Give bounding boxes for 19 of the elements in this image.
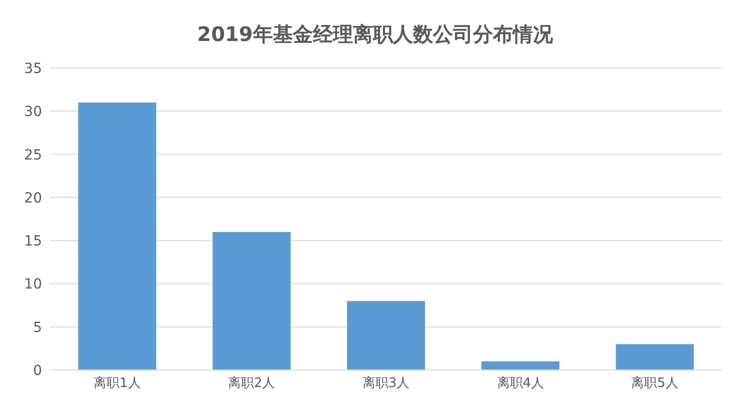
y-tick-label: 0 <box>33 362 42 379</box>
bar <box>347 300 426 370</box>
y-tick-label: 30 <box>24 104 42 120</box>
x-tick-label: 离职5人 <box>631 375 678 392</box>
bar <box>78 102 156 370</box>
x-tick-label: 离职1人 <box>94 375 141 392</box>
x-tick-label: 离职2人 <box>228 375 276 392</box>
y-tick-label: 25 <box>24 147 42 164</box>
y-tick-label: 20 <box>24 190 42 206</box>
y-tick-label: 10 <box>24 276 42 293</box>
x-tick-label: 离职4人 <box>496 375 544 392</box>
bar <box>212 232 291 370</box>
y-tick-label: 35 <box>24 60 42 77</box>
x-tick-label: 离职3人 <box>362 375 410 392</box>
bar <box>616 344 694 370</box>
y-tick-label: 15 <box>24 234 42 250</box>
bar <box>481 361 560 370</box>
chart-title: 2019年基金经理离职人数公司分布情况 <box>196 21 554 48</box>
y-tick-label: 5 <box>33 320 42 336</box>
